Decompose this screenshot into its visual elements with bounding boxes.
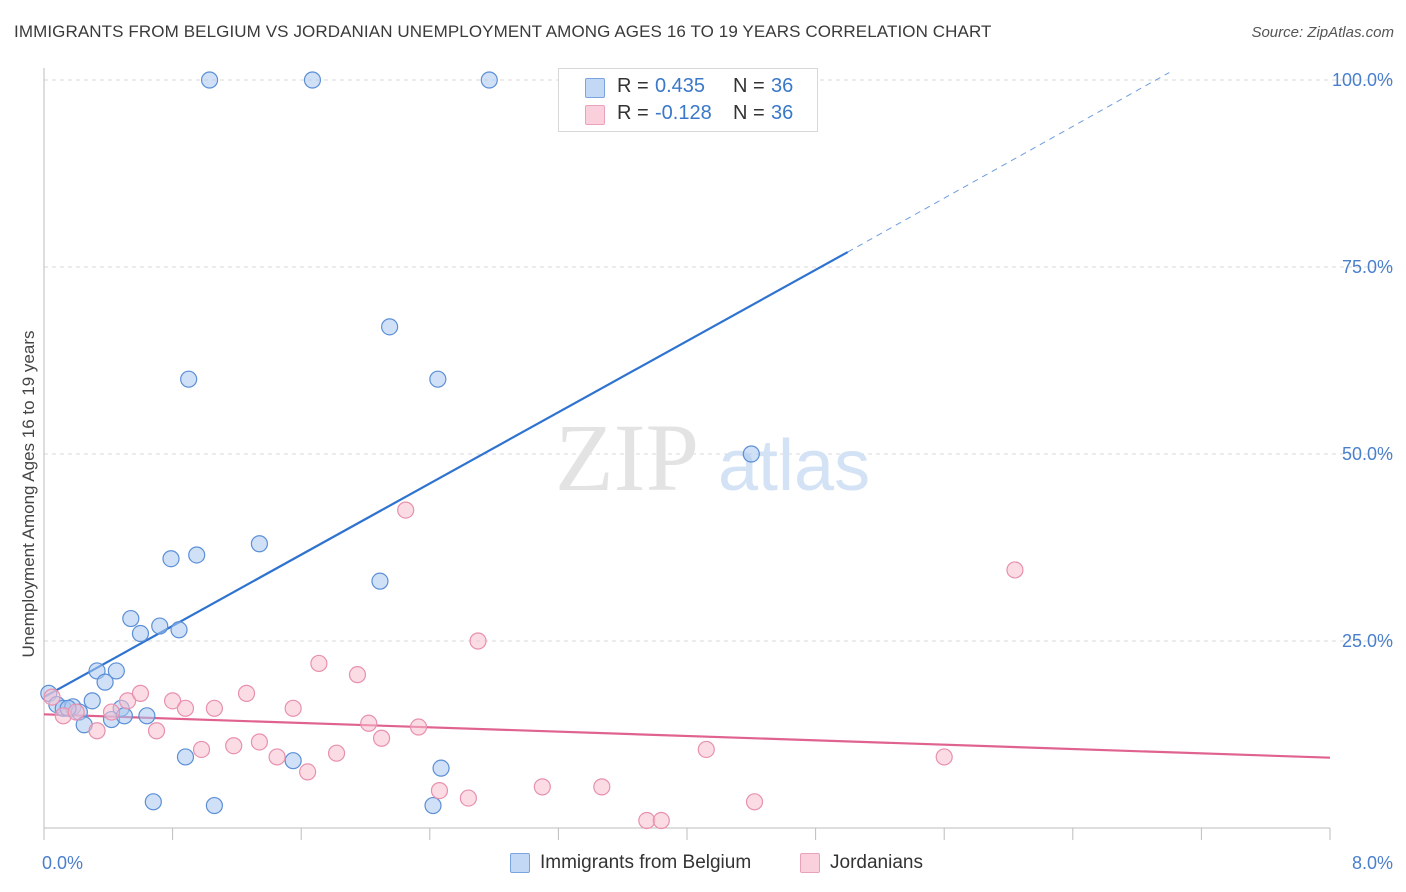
jordanian-point <box>469 632 487 650</box>
jordanian-point <box>131 684 150 702</box>
jordanian-point <box>102 703 121 721</box>
belgium-point <box>131 624 150 643</box>
watermark-atlas: atlas <box>718 426 870 506</box>
belgium-point <box>122 609 140 628</box>
belgium-point <box>742 445 760 463</box>
blue-swatch <box>510 853 530 873</box>
jordanian-point <box>327 744 346 762</box>
y-tick-label: 100.0% <box>1332 70 1393 90</box>
jordanian-point <box>284 699 302 717</box>
belgium-point <box>429 370 447 388</box>
y-axis-label: Unemployment Among Ages 16 to 19 years <box>19 331 38 658</box>
jordanian-point <box>652 811 670 830</box>
jordanian-point <box>372 729 391 747</box>
y-tick-label: 25.0% <box>1342 631 1393 651</box>
x-tick-label: 8.0% <box>1352 853 1393 873</box>
jordanian-point <box>268 748 286 766</box>
jordanian-point <box>176 699 195 717</box>
belgium-point <box>480 71 498 89</box>
jordanian-point <box>409 718 428 736</box>
r-label: R = <box>617 102 649 124</box>
jordanian-point <box>43 688 61 706</box>
jordanian-point <box>935 748 953 766</box>
n-label: N = <box>733 75 765 97</box>
jordanian-point <box>147 722 166 740</box>
series-legend: Immigrants from Belgium Jordanians <box>0 850 1406 880</box>
belgium-point <box>170 621 188 639</box>
belgium-point <box>188 546 206 564</box>
legend-label: Immigrants from Belgium <box>540 852 752 873</box>
belgium-point <box>200 71 219 89</box>
chart-title: IMMIGRANTS FROM BELGIUM VS JORDANIAN UNE… <box>14 22 992 41</box>
y-tick-label: 75.0% <box>1342 257 1393 277</box>
belgium-point <box>205 796 223 815</box>
belgium-point <box>162 550 180 568</box>
source-credit: Source: ZipAtlas.com <box>1251 24 1394 41</box>
axis-labels: 25.0% 50.0% 75.0% 100.0% 0.0% 8.0% Unemploymen… <box>19 70 1393 873</box>
jordanian-point <box>164 692 182 710</box>
n-value: 36 <box>771 75 794 97</box>
blue-swatch <box>585 78 605 98</box>
belgium-point <box>144 793 162 811</box>
jordanian-point <box>360 714 378 732</box>
pink-swatch <box>585 105 605 125</box>
belgium-point <box>138 707 156 725</box>
gridlines <box>44 79 1396 642</box>
belgium-point <box>303 71 322 89</box>
n-value: 36 <box>771 102 794 124</box>
pink-swatch <box>800 853 820 873</box>
belgium-point <box>432 759 450 777</box>
belgium-trend-extension <box>847 72 1170 253</box>
data-points <box>40 71 1024 830</box>
belgium-point <box>151 617 169 635</box>
watermark-zip: ZIP <box>555 404 699 511</box>
jordanian-point <box>88 722 106 740</box>
belgium-point <box>96 673 114 691</box>
belgium-point <box>381 318 399 336</box>
jordanian-point <box>397 501 415 519</box>
jordanian-point <box>593 778 611 796</box>
jordanian-point <box>192 740 211 759</box>
y-tick-label: 50.0% <box>1342 444 1393 464</box>
jordanian-point <box>299 763 317 781</box>
belgium-point <box>83 692 101 710</box>
jordanian-trend-line <box>43 713 1331 759</box>
jordanian-point <box>745 793 764 811</box>
legend-label: Jordanians <box>830 852 923 873</box>
belgium-point <box>180 370 198 388</box>
x-tick-label: 0.0% <box>42 853 83 873</box>
belgium-point <box>424 796 442 815</box>
jordanian-point <box>1006 561 1024 579</box>
n-label: N = <box>733 102 765 124</box>
belgium-point <box>250 535 269 553</box>
belgium-point <box>107 662 125 680</box>
r-value: 0.435 <box>655 75 706 97</box>
jordanian-point <box>118 692 137 710</box>
jordanian-point <box>697 740 715 759</box>
jordanian-point <box>250 733 269 751</box>
jordanian-point <box>430 781 449 800</box>
correlation-legend: R = 0.435 N = 36 R = -0.128 N = 36 <box>558 68 818 132</box>
jordanian-point <box>459 789 477 807</box>
jordanian-point <box>237 684 256 702</box>
jordanian-point <box>533 778 551 796</box>
belgium-point <box>284 752 302 770</box>
jordanian-point <box>67 703 85 721</box>
jordanian-point <box>225 737 243 755</box>
r-label: R = <box>617 75 649 97</box>
belgium-point <box>371 572 389 590</box>
belgium-point <box>176 748 195 766</box>
r-value: -0.128 <box>655 102 712 124</box>
jordanian-point <box>348 666 367 684</box>
axes <box>43 68 1331 840</box>
watermark-logo: ZIP atlas <box>555 404 870 511</box>
jordanian-point <box>638 811 656 830</box>
jordanian-point <box>310 654 328 673</box>
jordanian-point <box>205 699 223 717</box>
